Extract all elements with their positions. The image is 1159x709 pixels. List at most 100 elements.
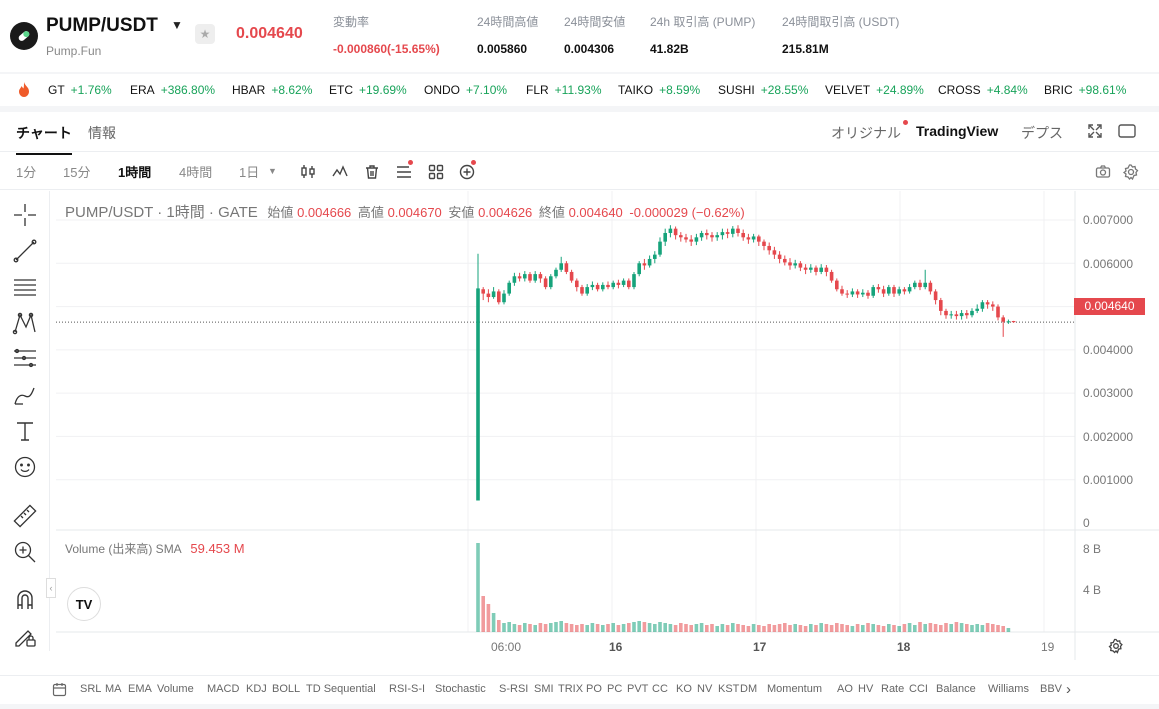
tab-chart[interactable]: チャート xyxy=(16,125,72,155)
indicator-kst[interactable]: KST xyxy=(718,683,740,695)
fib-icon[interactable] xyxy=(12,346,38,372)
indicator-macd[interactable]: MACD xyxy=(207,683,240,695)
ticker-item[interactable]: TAIKO +8.59% xyxy=(618,83,701,97)
indicator-rate[interactable]: Rate xyxy=(881,683,905,695)
stat-value: 41.82B xyxy=(650,42,689,56)
indicator-bbv[interactable]: BBV xyxy=(1040,683,1063,695)
text-icon[interactable] xyxy=(12,418,38,444)
indicator-pvt[interactable]: PVT xyxy=(627,683,649,695)
indicator-ma[interactable]: MA xyxy=(105,683,122,695)
calendar-icon[interactable] xyxy=(52,682,67,700)
indicator-ema[interactable]: EMA xyxy=(128,683,152,695)
ticker-item[interactable]: ETC +19.69% xyxy=(329,83,407,97)
timeframe-15m[interactable]: 15分 xyxy=(63,165,91,180)
volume-bar xyxy=(554,622,558,632)
indicator-s-rsi[interactable]: S-RSI xyxy=(499,683,529,695)
candle-body xyxy=(523,274,527,279)
timeframe-1m[interactable]: 1分 xyxy=(16,165,37,180)
volume-bar xyxy=(793,624,797,632)
volume-bar xyxy=(486,604,491,632)
stat-24h-low: 24時間安値 0.004306 xyxy=(564,13,625,56)
collapse-toolbar-icon[interactable]: ‹ xyxy=(46,578,56,598)
indicator-nv[interactable]: NV xyxy=(697,683,713,695)
scroll-right-icon[interactable]: › xyxy=(1066,681,1071,698)
indicator-srl[interactable]: SRL xyxy=(80,683,102,695)
view-depth[interactable]: デプス xyxy=(1021,125,1063,141)
magnet-icon[interactable] xyxy=(12,587,38,613)
tab-info[interactable]: 情報 xyxy=(88,125,116,141)
indicator-stochastic[interactable]: Stochastic xyxy=(435,683,486,695)
last-price: 0.004640 xyxy=(236,25,303,42)
view-original[interactable]: オリジナル xyxy=(831,125,901,141)
indicator-balance[interactable]: Balance xyxy=(936,683,976,695)
chart-panel: チャート 情報 オリジナル TradingView デプス 1分 15分 1時間… xyxy=(0,112,1159,704)
lock-drawing-icon[interactable] xyxy=(12,623,38,649)
indicator-momentum[interactable]: Momentum xyxy=(767,683,823,695)
indicator-ao[interactable]: AO xyxy=(837,683,853,695)
indicator-hv[interactable]: HV xyxy=(858,683,874,695)
ticker-item[interactable]: FLR +11.93% xyxy=(526,83,602,97)
timeframe-4h[interactable]: 4時間 xyxy=(179,165,213,180)
volume-bar xyxy=(975,624,979,632)
indicator-rsi-s-i[interactable]: RSI-S-I xyxy=(389,683,426,695)
indicator-td-sequential[interactable]: TD Sequential xyxy=(306,683,376,695)
indicator-pc[interactable]: PC xyxy=(607,683,623,695)
ticker-item[interactable]: VELVET +24.89% xyxy=(825,83,924,97)
horizontal-lines-icon[interactable] xyxy=(12,274,38,300)
ticker-item[interactable]: CROSS +4.84% xyxy=(938,83,1028,97)
indicator-dm[interactable]: DM xyxy=(740,683,758,695)
timeframe-dropdown-icon[interactable]: ▼ xyxy=(268,166,277,176)
indicator-cc[interactable]: CC xyxy=(652,683,668,695)
candle-body xyxy=(975,308,979,311)
ticker-item[interactable]: SUSHI +28.55% xyxy=(718,83,809,97)
fullscreen-icon[interactable] xyxy=(1087,123,1103,142)
indicator-boll[interactable]: BOLL xyxy=(272,683,301,695)
candle-body xyxy=(928,282,933,292)
trash-icon[interactable] xyxy=(364,164,380,183)
timeframe-1d[interactable]: 1日 xyxy=(239,165,260,180)
candle-body xyxy=(668,228,673,233)
indicator-cci[interactable]: CCI xyxy=(909,683,928,695)
ticker-item[interactable]: ERA +386.80% xyxy=(130,83,216,97)
layout-grid-icon[interactable] xyxy=(428,164,444,183)
camera-icon[interactable] xyxy=(1095,164,1111,183)
pair-dropdown-icon[interactable]: ▼ xyxy=(171,18,183,32)
pattern-icon[interactable] xyxy=(12,310,38,336)
indicator-ko[interactable]: KO xyxy=(676,683,692,695)
zoom-in-icon[interactable] xyxy=(12,539,38,565)
volume-bar xyxy=(507,622,511,632)
ticker-item[interactable]: ONDO +7.10% xyxy=(424,83,508,97)
indicator-smi[interactable]: SMI xyxy=(534,683,554,695)
volume-bar xyxy=(876,625,881,632)
list-icon[interactable] xyxy=(396,164,412,183)
timeframe-1h[interactable]: 1時間 xyxy=(118,165,152,180)
candle-body xyxy=(918,282,922,288)
indicator-kdj[interactable]: KDJ xyxy=(246,683,267,695)
axis-settings-icon[interactable] xyxy=(1108,638,1124,657)
window-icon[interactable] xyxy=(1118,124,1136,141)
stat-value: 0.005860 xyxy=(477,42,528,56)
brush-icon[interactable] xyxy=(12,382,38,408)
candle-body xyxy=(876,287,881,290)
indicator-williams[interactable]: Williams xyxy=(988,683,1029,695)
crosshair-icon[interactable] xyxy=(12,202,38,228)
ticker-item[interactable]: HBAR +8.62% xyxy=(232,83,313,97)
candle-body xyxy=(887,287,891,294)
view-tradingview[interactable]: TradingView xyxy=(916,123,999,139)
emoji-icon[interactable] xyxy=(12,454,38,480)
favorite-star-icon[interactable]: ★ xyxy=(195,24,215,44)
add-indicator-icon[interactable] xyxy=(459,164,475,183)
indicator-po[interactable]: PO xyxy=(586,683,602,695)
indicator-icon[interactable] xyxy=(332,164,348,183)
ruler-icon[interactable] xyxy=(12,503,38,529)
trend-line-icon[interactable] xyxy=(12,238,38,264)
candlestick-chart[interactable] xyxy=(0,112,1159,704)
ticker-item[interactable]: BRIC +98.61% xyxy=(1044,83,1127,97)
indicator-volume[interactable]: Volume xyxy=(157,683,194,695)
indicator-trix[interactable]: TRIX xyxy=(558,683,584,695)
candle-type-icon[interactable] xyxy=(300,164,316,183)
volume-bar xyxy=(850,626,855,632)
settings-gear-icon[interactable] xyxy=(1122,164,1139,183)
pair-name[interactable]: PUMP/USDT xyxy=(46,15,158,36)
ticker-item[interactable]: GT +1.76% xyxy=(48,83,112,97)
